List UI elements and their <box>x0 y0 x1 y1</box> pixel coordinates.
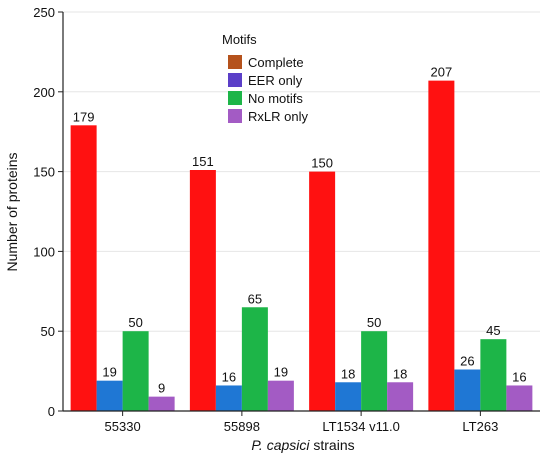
legend-swatch <box>228 109 242 123</box>
data-label: 9 <box>158 381 165 396</box>
bar-complete <box>309 171 336 411</box>
x-axis-label-italic: P. capsici <box>251 437 310 453</box>
data-label: 65 <box>248 291 262 306</box>
legend-swatch <box>228 73 242 87</box>
y-axis-label: Number of proteins <box>4 152 20 271</box>
data-label: 16 <box>222 369 236 384</box>
x-axis-label-rest: strains <box>309 437 354 453</box>
bar-rxlr-only <box>148 396 175 411</box>
legend-label: Complete <box>248 55 304 70</box>
data-label: 26 <box>460 354 474 369</box>
data-label: 45 <box>486 323 500 338</box>
bar-rxlr-only <box>506 385 533 411</box>
y-tick-label: 100 <box>33 244 55 259</box>
legend-title: Motifs <box>222 32 257 47</box>
data-label: 151 <box>192 154 214 169</box>
bar-rxlr-only <box>387 382 414 411</box>
bar-no-motifs <box>241 307 268 411</box>
data-label: 50 <box>128 315 142 330</box>
x-tick-label: 55330 <box>105 419 141 434</box>
y-tick-label: 150 <box>33 165 55 180</box>
y-tick-label: 0 <box>48 404 55 419</box>
data-label: 207 <box>431 65 453 80</box>
data-label: 150 <box>311 156 333 171</box>
bar-eer-only <box>96 380 123 411</box>
y-tick-label: 50 <box>41 324 55 339</box>
bar-no-motifs <box>122 331 149 411</box>
bar-complete <box>70 125 97 411</box>
data-label: 18 <box>393 366 407 381</box>
bar-complete <box>189 170 216 411</box>
bar-eer-only <box>335 382 362 411</box>
data-label: 19 <box>102 365 116 380</box>
legend-swatch <box>228 55 242 69</box>
x-tick-label: LT263 <box>462 419 498 434</box>
x-tick-label: 55898 <box>224 419 260 434</box>
x-tick-label: LT1534 v11.0 <box>322 419 400 434</box>
x-axis-label: P. capsici strains <box>251 437 354 453</box>
data-label: 50 <box>367 315 381 330</box>
data-label: 18 <box>341 366 355 381</box>
data-label: 16 <box>512 369 526 384</box>
legend-label: No motifs <box>248 91 303 106</box>
bar-rxlr-only <box>267 380 294 411</box>
data-label: 19 <box>274 365 288 380</box>
legend: Motifs Complete EER only No motifs RxLR onl… <box>222 32 308 124</box>
bar-eer-only <box>454 369 481 411</box>
bar-eer-only <box>215 385 242 411</box>
legend-swatch <box>228 91 242 105</box>
data-label: 179 <box>73 109 95 124</box>
y-tick-label: 250 <box>33 5 55 20</box>
bar-no-motifs <box>361 331 388 411</box>
bar-layer <box>70 80 533 412</box>
bar-complete <box>428 80 455 412</box>
axis-layer: 55330 55898 LT1534 v11.0 LT263 0 50 100 150 200 2… <box>33 5 540 434</box>
data-label-layer: 179 19 50 9 151 16 65 19 150 18 50 18 207 26 45 16 <box>73 65 527 396</box>
legend-label: RxLR only <box>248 109 308 124</box>
legend-label: EER only <box>248 73 303 88</box>
y-tick-label: 200 <box>33 85 55 100</box>
bar-no-motifs <box>480 339 507 411</box>
